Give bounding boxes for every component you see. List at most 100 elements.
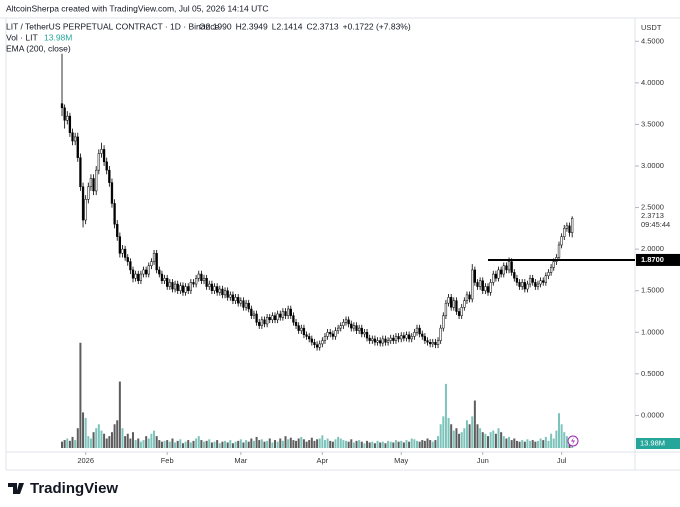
candle-body xyxy=(350,323,353,329)
candle-body xyxy=(484,286,487,291)
volume-bar xyxy=(413,439,416,448)
candle-body xyxy=(368,337,371,341)
candle-body xyxy=(292,315,295,323)
volume-bar xyxy=(360,441,363,448)
volume-bar xyxy=(284,436,287,448)
plot: O2.1990 H2.3949 L2.1414 C2.3713 +0.1722 (+7.… xyxy=(60,21,680,465)
volume-bar xyxy=(121,428,124,448)
volume-bar xyxy=(187,440,190,448)
candle-body xyxy=(194,277,198,285)
volume-bar xyxy=(100,430,103,448)
candle-body xyxy=(179,285,182,291)
volume-bar xyxy=(260,439,263,448)
volume-bar xyxy=(268,438,271,448)
candle-body xyxy=(434,342,437,345)
candle-body xyxy=(505,265,508,271)
volume-bar xyxy=(534,441,537,448)
volume-bar xyxy=(155,436,158,448)
candle-body xyxy=(258,322,261,326)
candle-body xyxy=(92,178,95,192)
volume-bar xyxy=(479,428,482,448)
volume-bar xyxy=(358,440,361,448)
volume-bar xyxy=(281,440,284,448)
candle-body xyxy=(239,300,242,304)
candle-body xyxy=(376,340,379,343)
volume-bar xyxy=(92,432,95,448)
candle-body xyxy=(313,342,316,345)
volume-bar xyxy=(329,440,332,448)
volume-bar xyxy=(226,442,229,448)
volume-bar xyxy=(484,433,487,448)
candle-body xyxy=(166,277,169,287)
volume-bar xyxy=(555,430,558,448)
candle-body xyxy=(436,340,440,345)
volume-bar xyxy=(502,436,505,448)
candle-body xyxy=(152,253,156,262)
candle-body xyxy=(394,336,398,341)
volume-bar xyxy=(208,439,211,448)
volume-bar xyxy=(174,442,177,448)
y-tick-label: 1.5000 xyxy=(641,286,664,295)
candle-body xyxy=(287,308,290,316)
volume-bar xyxy=(500,432,503,448)
candle-body xyxy=(429,342,432,345)
candle-body xyxy=(478,280,482,287)
candle-body xyxy=(344,319,348,323)
candle-body xyxy=(418,327,421,335)
volume-bar xyxy=(192,440,195,448)
logo: TradingView xyxy=(8,480,118,497)
candle-body xyxy=(502,265,505,275)
candle-body xyxy=(123,248,127,258)
volume-bar xyxy=(518,441,521,448)
volume-bar xyxy=(176,440,179,448)
volume-bar xyxy=(137,438,140,448)
volume-bar xyxy=(300,436,303,448)
candle-body xyxy=(276,313,279,321)
ohlc-legend-item: C2.3713 xyxy=(307,21,339,31)
candle-body xyxy=(176,283,179,291)
volume-bar xyxy=(74,440,77,448)
candle-body xyxy=(134,273,137,279)
candle-body xyxy=(74,136,77,142)
candle-body xyxy=(208,283,211,287)
volume-bar xyxy=(203,441,206,448)
volume-bar xyxy=(468,424,471,448)
volume-bar xyxy=(423,440,426,448)
level-label-box xyxy=(636,253,680,266)
candle-body xyxy=(518,282,521,287)
volume-bar xyxy=(321,435,324,448)
volume-bar xyxy=(558,413,561,448)
volume-bar xyxy=(402,442,405,448)
candle-body xyxy=(371,338,374,341)
candle-body xyxy=(347,319,350,325)
volume-bar xyxy=(213,441,216,448)
volume-bar xyxy=(210,442,213,448)
candle-body xyxy=(334,330,337,337)
volume-bar xyxy=(189,442,192,448)
candle-body xyxy=(455,300,458,312)
candle-body xyxy=(389,337,392,341)
candle-body xyxy=(168,282,171,287)
candle-body xyxy=(450,297,453,308)
candle-body xyxy=(87,186,90,200)
volume-bar xyxy=(547,440,550,448)
candle-body xyxy=(171,282,174,290)
candle-body xyxy=(263,319,266,325)
brand: TradingView xyxy=(30,480,118,497)
candle-body xyxy=(200,273,203,281)
volume-bar xyxy=(531,440,534,448)
candle-body xyxy=(216,286,219,293)
volume-bar xyxy=(497,428,500,448)
candle-body xyxy=(507,261,511,271)
ohlc-legend-item: O2.1990 xyxy=(199,21,232,31)
candle-body xyxy=(358,327,361,331)
volume-bar xyxy=(373,443,376,448)
level-label: 1.8700 xyxy=(641,255,664,264)
volume-bar xyxy=(255,436,258,448)
candle-body xyxy=(539,280,542,285)
volume-bar xyxy=(239,439,242,448)
candle-body xyxy=(321,340,324,345)
candle-body xyxy=(142,269,145,275)
volume-bar xyxy=(366,440,369,448)
candle-body xyxy=(79,157,82,188)
